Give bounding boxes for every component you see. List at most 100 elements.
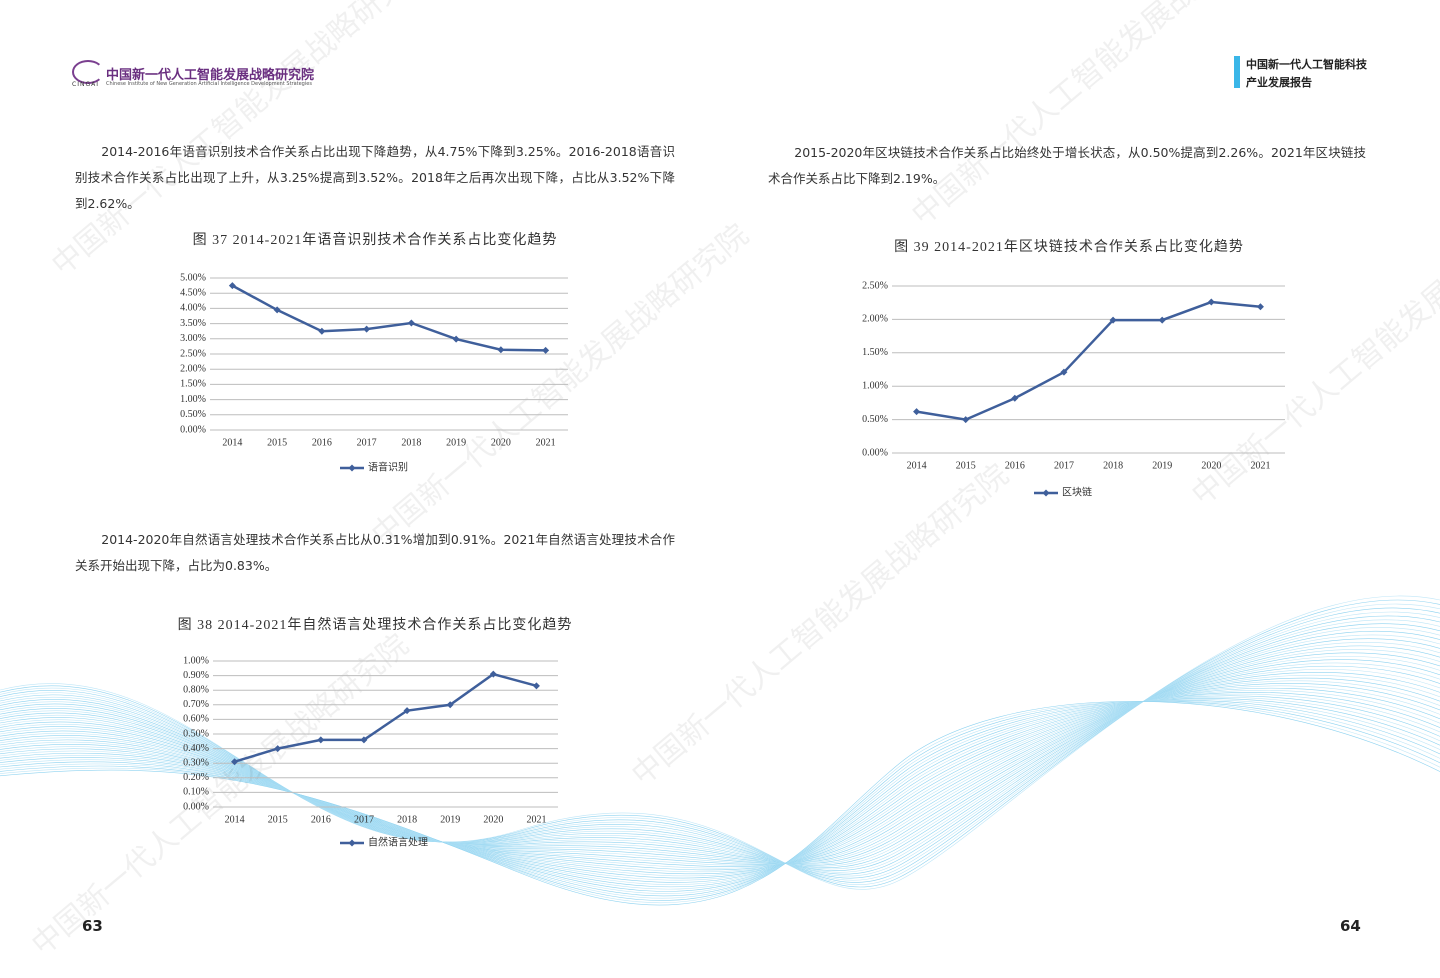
chart-title: 图 38 2014-2021年自然语言处理技术合作关系占比变化趋势: [178, 616, 573, 633]
x-tick-label: 2020: [491, 437, 511, 448]
data-point: [913, 408, 921, 416]
y-tick-label: 0.50%: [183, 728, 209, 739]
data-point: [274, 745, 282, 753]
x-tick-label: 2018: [397, 814, 417, 825]
y-tick-label: 1.50%: [862, 347, 888, 358]
data-point: [489, 670, 497, 678]
y-tick-label: 0.90%: [183, 670, 209, 681]
y-tick-label: 1.00%: [180, 394, 206, 405]
logo-title: 中国新一代人工智能发展战略研究院: [106, 68, 315, 83]
x-tick-label: 2019: [446, 437, 466, 448]
data-point: [231, 758, 239, 766]
data-point: [1011, 394, 1019, 402]
page-number: 63: [82, 917, 103, 935]
legend-label: 自然语言处理: [368, 835, 428, 848]
wave-line: [0, 701, 1440, 906]
x-tick-label: 2021: [1250, 460, 1270, 471]
header-bar: [1234, 56, 1240, 88]
y-tick-label: 0.00%: [180, 424, 206, 435]
data-line: [231, 284, 546, 352]
header-line: 中国新一代人工智能科技: [1246, 58, 1367, 71]
y-tick-label: 0.50%: [862, 414, 888, 425]
x-tick-label: 2016: [1005, 460, 1025, 471]
data-line: [916, 300, 1261, 421]
x-tick-label: 2014: [225, 814, 245, 825]
x-tick-label: 2015: [268, 814, 288, 825]
y-tick-label: 2.00%: [180, 363, 206, 374]
y-tick-label: 2.50%: [862, 280, 888, 291]
y-tick-label: 0.70%: [183, 699, 209, 710]
data-point: [318, 327, 326, 335]
paragraph: 2014-2016年语音识别技术合作关系占比出现下降趋势，从4.75%下降到3.…: [75, 144, 675, 211]
y-tick-label: 4.50%: [180, 287, 206, 298]
x-tick-label: 2015: [956, 460, 976, 471]
y-tick-label: 0.30%: [183, 757, 209, 768]
data-point: [360, 736, 368, 744]
y-tick-label: 3.00%: [180, 333, 206, 344]
page-number: 64: [1340, 917, 1361, 935]
x-tick-label: 2014: [907, 460, 927, 471]
y-tick-label: 0.60%: [183, 714, 209, 725]
y-tick-label: 0.80%: [183, 684, 209, 695]
legend-marker: [348, 464, 356, 472]
y-tick-label: 2.50%: [180, 348, 206, 359]
y-tick-label: 0.00%: [862, 447, 888, 458]
data-point: [446, 701, 454, 709]
y-tick-label: 3.50%: [180, 318, 206, 329]
y-tick-label: 4.00%: [180, 303, 206, 314]
x-tick-label: 2018: [1103, 460, 1123, 471]
logo-subtitle: Chinese Institute of New Generation Arti…: [106, 81, 312, 87]
x-tick-label: 2017: [354, 814, 374, 825]
x-tick-label: 2016: [311, 814, 331, 825]
header-right: 中国新一代人工智能科技 产业发展报告: [1246, 56, 1367, 92]
data-line: [234, 672, 537, 763]
chart-title: 图 37 2014-2021年语音识别技术合作关系占比变化趋势: [193, 231, 558, 248]
data-point: [1207, 298, 1215, 306]
x-tick-label: 2017: [357, 437, 377, 448]
data-point: [532, 682, 540, 690]
data-point: [273, 306, 281, 314]
y-tick-label: 1.00%: [862, 380, 888, 391]
x-tick-label: 2020: [1201, 460, 1221, 471]
data-point: [363, 325, 371, 333]
y-tick-label: 1.50%: [180, 379, 206, 390]
x-tick-label: 2016: [312, 437, 332, 448]
y-tick-label: 0.40%: [183, 743, 209, 754]
chart-title: 图 39 2014-2021年区块链技术合作关系占比变化趋势: [894, 239, 1244, 255]
x-tick-label: 2021: [526, 814, 546, 825]
data-point: [407, 319, 415, 327]
y-tick-label: 0.10%: [183, 787, 209, 798]
y-tick-label: 1.00%: [183, 655, 209, 666]
data-point: [542, 346, 550, 354]
legend-label: 语音识别: [368, 460, 408, 473]
y-tick-label: 0.50%: [180, 409, 206, 420]
x-tick-label: 2019: [1152, 460, 1172, 471]
legend-marker: [1042, 489, 1050, 497]
logo-mark: CINGAI: [72, 81, 99, 88]
x-tick-label: 2019: [440, 814, 460, 825]
data-point: [1256, 303, 1264, 311]
x-tick-label: 2018: [401, 437, 421, 448]
data-point: [403, 707, 411, 715]
data-point: [497, 346, 505, 354]
x-tick-label: 2020: [483, 814, 503, 825]
x-tick-label: 2014: [222, 437, 242, 448]
x-tick-label: 2021: [536, 437, 556, 448]
y-tick-label: 0.00%: [183, 801, 209, 812]
data-point: [1109, 316, 1117, 324]
data-point: [452, 335, 460, 343]
data-point: [317, 736, 325, 744]
data-point: [1158, 316, 1166, 324]
paragraph: 2014-2020年自然语言处理技术合作关系占比从0.31%增加到0.91%。2…: [75, 532, 675, 573]
y-tick-label: 2.00%: [862, 314, 888, 325]
header-line: 产业发展报告: [1246, 76, 1312, 89]
legend-label: 区块链: [1062, 485, 1092, 498]
x-tick-label: 2017: [1054, 460, 1074, 471]
paragraph: 2015-2020年区块链技术合作关系占比始终处于增长状态，从0.50%提高到2…: [768, 145, 1366, 186]
logo-icon: [72, 60, 104, 84]
data-point: [962, 416, 970, 424]
data-point: [1060, 368, 1068, 376]
y-tick-label: 0.20%: [183, 772, 209, 783]
